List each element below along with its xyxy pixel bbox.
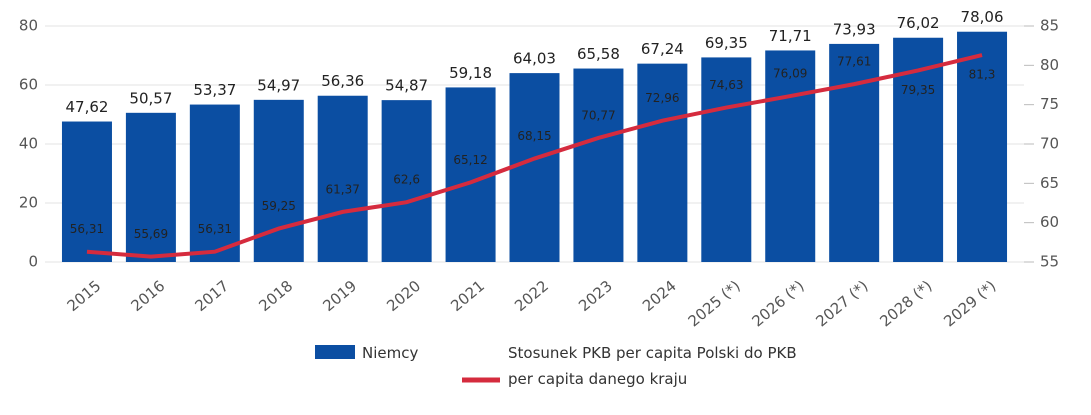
bar-label: 73,93 — [833, 20, 876, 38]
y2-tick-label: 60 — [1040, 213, 1059, 231]
line-label: 77,61 — [837, 55, 871, 69]
bar — [381, 100, 432, 262]
x-tick-label: 2022 — [511, 277, 552, 315]
line-label: 81,3 — [969, 68, 996, 82]
line-label: 72,96 — [645, 91, 679, 105]
bar-label: 56,36 — [321, 72, 364, 90]
x-tick-label: 2025 (*) — [685, 277, 744, 331]
y2-tick-label: 75 — [1040, 95, 1059, 113]
y-tick-label: 40 — [19, 135, 38, 153]
line — [86, 53, 983, 259]
bar — [957, 31, 1008, 263]
x-tick-label: 2015 — [64, 277, 105, 315]
x-tick-label: 2029 (*) — [940, 277, 999, 331]
x-tick-label: 2020 — [383, 277, 424, 315]
bar-label: 50,57 — [129, 89, 172, 107]
x-tick-label: 2019 — [319, 277, 360, 315]
x-tick-label: 2028 (*) — [876, 277, 935, 331]
y2-tick-label: 65 — [1040, 174, 1059, 192]
bar-label: 71,71 — [769, 27, 812, 45]
line-label: 59,25 — [262, 199, 296, 213]
y-tick-label: 80 — [19, 17, 38, 35]
bar-label: 54,87 — [385, 77, 428, 95]
bar — [573, 68, 624, 262]
line-label: 74,63 — [709, 78, 743, 92]
x-tick-label: 2023 — [575, 277, 616, 315]
line-label: 76,09 — [773, 67, 807, 81]
y-tick-label: 20 — [19, 194, 38, 212]
bar-label: 67,24 — [641, 40, 684, 58]
bar — [701, 57, 752, 263]
bar-label: 76,02 — [897, 14, 940, 32]
bar — [317, 95, 368, 262]
bar — [509, 73, 560, 262]
legend-swatch — [315, 345, 355, 359]
bar — [637, 63, 688, 262]
bar-label: 64,03 — [513, 50, 556, 68]
bar-label: 69,35 — [705, 34, 748, 52]
bar — [61, 121, 112, 263]
x-tick-label: 2024 — [639, 277, 680, 315]
bar — [125, 112, 176, 262]
x-tick-label: 2026 (*) — [749, 277, 808, 331]
x-tick-label: 2016 — [128, 277, 169, 315]
line-label: 55,69 — [134, 227, 168, 241]
x-tick-label: 2027 (*) — [812, 277, 871, 331]
line-label: 56,31 — [70, 222, 104, 236]
line-label: 61,37 — [326, 182, 360, 196]
bar — [765, 50, 816, 262]
y-tick-label: 0 — [28, 253, 38, 271]
line-label: 70,77 — [581, 108, 615, 122]
x-tick-label: 2018 — [255, 277, 296, 315]
bar — [829, 43, 880, 263]
bar-label: 54,97 — [257, 76, 300, 94]
bar — [253, 99, 304, 262]
line-label: 65,12 — [453, 153, 487, 167]
y2-tick-label: 85 — [1040, 17, 1059, 35]
y2-tick-label: 80 — [1040, 56, 1059, 74]
y2-tick-label: 55 — [1040, 253, 1059, 271]
bar-label: 53,37 — [193, 81, 236, 99]
line-label: 79,35 — [901, 83, 935, 97]
x-tick-label: 2021 — [447, 277, 488, 315]
line-label: 68,15 — [517, 129, 551, 143]
bar-label: 65,58 — [577, 45, 620, 63]
y2-tick-label: 70 — [1040, 135, 1059, 153]
bar-label: 59,18 — [449, 64, 492, 82]
legend-label: Stosunek PKB per capita Polski do PKB pe… — [508, 344, 797, 388]
line-label: 56,31 — [198, 222, 232, 236]
legend-label: Niemcy — [362, 344, 419, 362]
bar-label: 78,06 — [961, 8, 1004, 26]
line-label: 62,6 — [393, 173, 420, 187]
x-tick-label: 2017 — [191, 277, 232, 315]
y-tick-label: 60 — [19, 76, 38, 94]
bar-label: 47,62 — [65, 98, 108, 116]
bar — [189, 104, 240, 262]
